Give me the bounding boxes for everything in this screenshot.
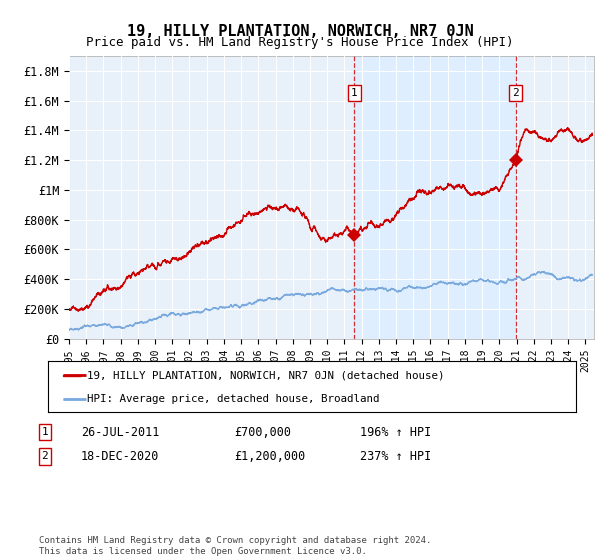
- Text: 1: 1: [351, 88, 358, 98]
- Text: Price paid vs. HM Land Registry's House Price Index (HPI): Price paid vs. HM Land Registry's House …: [86, 36, 514, 49]
- Text: 1: 1: [41, 427, 49, 437]
- Text: 19, HILLY PLANTATION, NORWICH, NR7 0JN: 19, HILLY PLANTATION, NORWICH, NR7 0JN: [127, 24, 473, 39]
- Text: 19, HILLY PLANTATION, NORWICH, NR7 0JN (detached house): 19, HILLY PLANTATION, NORWICH, NR7 0JN (…: [87, 370, 445, 380]
- Text: 2: 2: [512, 88, 519, 98]
- Text: 2: 2: [41, 451, 49, 461]
- Bar: [354, 56, 516, 339]
- Text: HPI: Average price, detached house, Broadland: HPI: Average price, detached house, Broa…: [87, 394, 380, 404]
- Text: Contains HM Land Registry data © Crown copyright and database right 2024.
This d: Contains HM Land Registry data © Crown c…: [39, 536, 431, 556]
- Text: 237% ↑ HPI: 237% ↑ HPI: [360, 450, 431, 463]
- Text: 26-JUL-2011: 26-JUL-2011: [81, 426, 160, 439]
- Text: £700,000: £700,000: [234, 426, 291, 439]
- Text: 196% ↑ HPI: 196% ↑ HPI: [360, 426, 431, 439]
- Text: £1,200,000: £1,200,000: [234, 450, 305, 463]
- Text: 18-DEC-2020: 18-DEC-2020: [81, 450, 160, 463]
